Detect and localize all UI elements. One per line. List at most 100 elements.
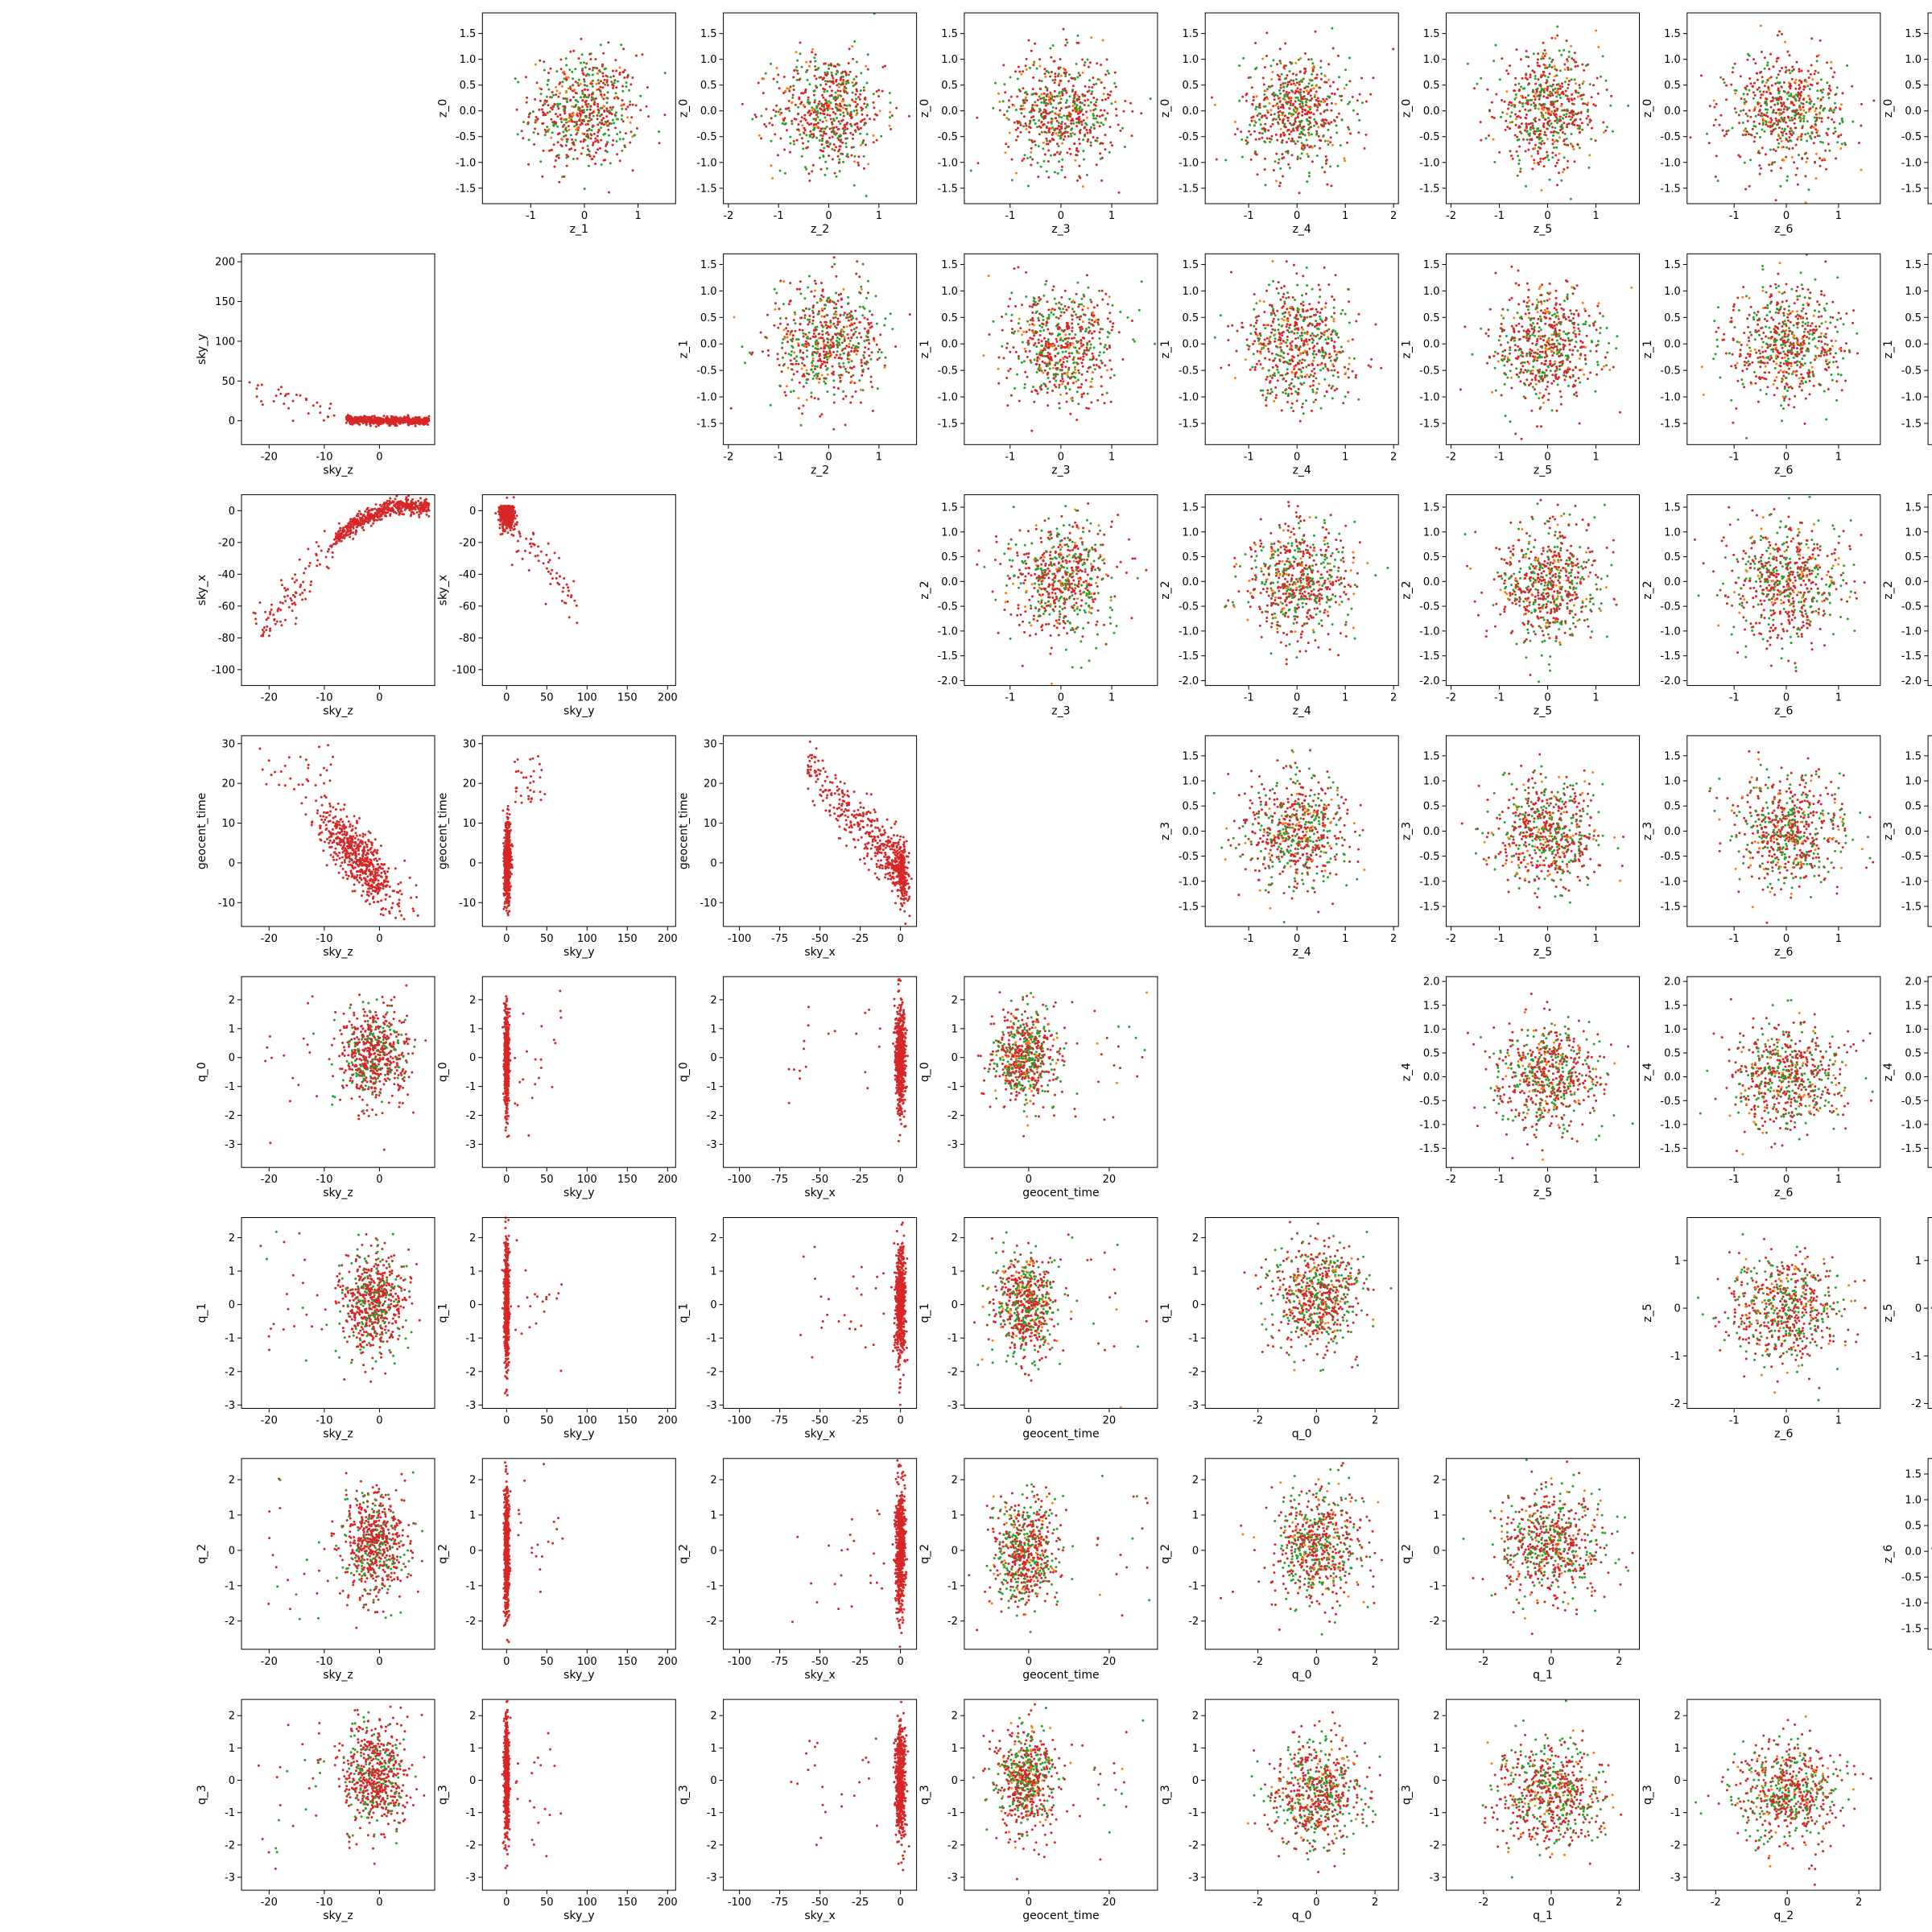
scatter-point [1044, 72, 1046, 75]
scatter-point [557, 141, 559, 143]
scatter-point [1776, 99, 1778, 101]
scatter-point [1048, 72, 1051, 74]
scatter-point [1570, 118, 1572, 121]
scatter-point [605, 107, 608, 109]
scatter-point [1273, 92, 1275, 94]
scatter-point [820, 127, 823, 130]
y-tick-label: -0.5 [456, 131, 476, 143]
scatter-point [1715, 155, 1718, 157]
scatter-point [612, 106, 614, 109]
scatter-point [1123, 110, 1125, 113]
scatter-point [1249, 134, 1252, 136]
scatter-point [1761, 76, 1764, 78]
scatter-point [1264, 105, 1266, 108]
scatter-point [1282, 82, 1284, 85]
scatter-point [782, 118, 785, 121]
scatter-point [1026, 157, 1029, 159]
scatter-point [1846, 64, 1848, 67]
scatter-point [601, 72, 604, 75]
scatter-point [864, 118, 866, 121]
scatter-point [1093, 127, 1096, 130]
scatter-point [600, 80, 602, 82]
scatter-point [1532, 125, 1534, 127]
scatter-point [1786, 109, 1789, 111]
scatter-point [1600, 76, 1602, 78]
scatter-point [1052, 138, 1055, 141]
scatter-point [1347, 103, 1349, 105]
scatter-point [558, 154, 560, 156]
scatter-point [819, 119, 821, 122]
scatter-point [600, 93, 602, 96]
y-tick-label: 1.0 [460, 54, 477, 66]
scatter-point [585, 104, 588, 106]
scatter-point [535, 64, 537, 66]
scatter-point [848, 81, 850, 84]
scatter-point [1583, 80, 1585, 83]
scatter-point [1495, 93, 1497, 96]
scatter-point [1802, 106, 1804, 109]
scatter-point [1307, 132, 1310, 134]
scatter-point [1076, 180, 1079, 182]
scatter-point [1306, 89, 1308, 92]
scatter-point [1316, 155, 1319, 157]
scatter-point [1019, 122, 1022, 124]
scatter-point [1528, 123, 1530, 126]
scatter-point [1783, 108, 1785, 110]
scatter-point [1045, 105, 1047, 107]
scatter-point [842, 83, 844, 85]
scatter-point [1082, 72, 1084, 74]
scatter-point [1523, 87, 1525, 89]
scatter-point [1574, 160, 1576, 163]
scatter-point [1096, 140, 1098, 142]
scatter-point [1042, 118, 1045, 120]
scatter-point [1556, 122, 1558, 124]
y-tick-label: 1.0 [941, 54, 958, 66]
scatter-point [1832, 132, 1835, 134]
scatter-point [1054, 153, 1056, 155]
scatter-point [1002, 100, 1005, 102]
scatter-point [775, 67, 778, 69]
scatter-point [1542, 42, 1545, 44]
scatter-point [1591, 127, 1593, 130]
scatter-point [1056, 95, 1059, 97]
scatter-point [1026, 93, 1029, 96]
scatter-point [1140, 112, 1142, 114]
scatter-point [769, 122, 771, 125]
scatter-point [1798, 154, 1800, 156]
scatter-point [891, 114, 894, 117]
scatter-point [1732, 71, 1734, 73]
scatter-point [1824, 150, 1827, 152]
scatter-point [1250, 117, 1253, 119]
scatter-point [613, 122, 615, 124]
scatter-point [1770, 170, 1773, 172]
scatter-point [1096, 114, 1098, 117]
scatter-point [1819, 141, 1822, 143]
scatter-point [609, 76, 612, 78]
scatter-point [1124, 146, 1126, 148]
scatter-point [1546, 97, 1549, 99]
scatter-point [1319, 139, 1322, 142]
scatter-point [526, 101, 528, 104]
y-tick-label: 0.5 [1905, 80, 1922, 92]
scatter-point [568, 117, 571, 119]
scatter-point [1828, 150, 1831, 152]
scatter-point [1059, 129, 1061, 131]
scatter-point [826, 167, 828, 170]
scatter-point [799, 102, 802, 105]
scatter-point [1081, 102, 1084, 105]
scatter-point [867, 68, 869, 71]
scatter-point [542, 122, 544, 125]
scatter-point [1810, 100, 1812, 102]
scatter-point [1758, 86, 1761, 89]
scatter-point [848, 73, 850, 76]
scatter-point [1567, 87, 1569, 89]
scatter-point [811, 48, 814, 51]
scatter-point [621, 108, 623, 110]
scatter-point [796, 139, 799, 142]
scatter-point [1301, 152, 1303, 155]
scatter-point [597, 112, 600, 114]
scatter-point [1238, 64, 1241, 67]
scatter-point [612, 87, 614, 89]
scatter-point [1525, 114, 1528, 116]
